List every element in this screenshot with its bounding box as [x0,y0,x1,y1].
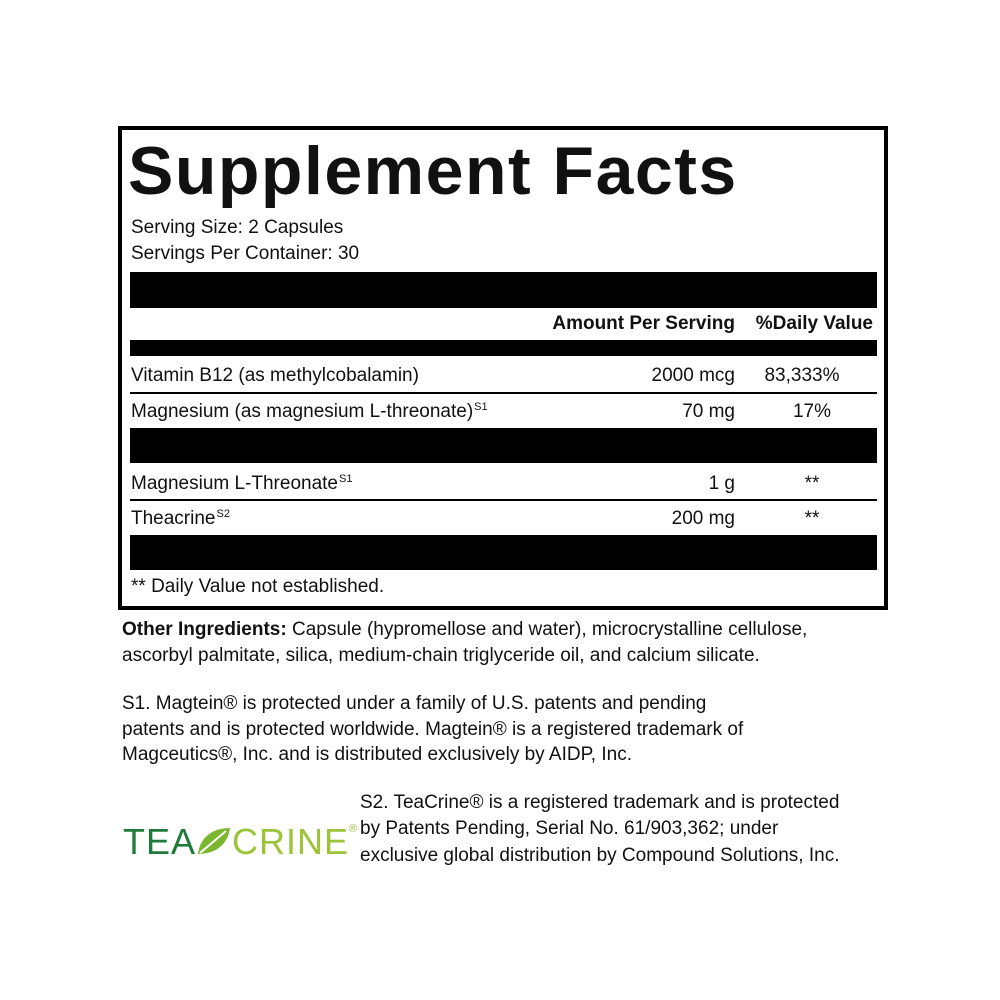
row-name: TheacrineS2 [131,508,230,532]
row-name-text: Theacrine [131,508,216,529]
row-amount: 2000 mcg [651,365,735,386]
superscript: S2 [216,508,230,520]
row-amount: 1 g [708,473,735,494]
logo-text: CRINE [232,821,350,862]
superscript: S1 [339,473,353,485]
row-rule [130,392,877,394]
text-line: S1. Magtein® is protected under a family… [122,693,707,714]
row-name: Magnesium L-ThreonateS1 [131,473,352,497]
label-border [118,126,888,610]
leaf-icon [198,828,231,854]
superscript: S1 [474,401,488,413]
text-line: by Patents Pending, Serial No. 61/903,36… [360,818,779,839]
servings-per-container: Servings Per Container: 30 [131,243,360,264]
black-bar [130,428,877,463]
header-daily-value: %Daily Value [755,313,873,334]
row-name-text: Magnesium (as magnesium L-threonate) [131,401,474,422]
row-name: Magnesium (as magnesium L-threonate)S1 [131,401,488,425]
label-title: Supplement Facts [128,133,738,209]
text-line: Capsule (hypromellose and water), microc… [286,619,808,640]
other-ingredients: Other Ingredients: Capsule (hypromellose… [122,619,807,641]
logo-mark: ® [349,823,359,835]
text-line: exclusive global distribution by Compoun… [360,845,840,866]
serving-size: Serving Size: 2 Capsules [131,217,344,238]
row-rule [130,499,877,501]
row-amount: 200 mg [671,508,735,529]
row-dv: ** [804,508,820,529]
header-amount: Amount Per Serving [552,313,735,334]
row-dv: 83,333% [764,365,840,386]
row-dv: ** [804,473,820,494]
text-line: ascorbyl palmitate, silica, medium-chain… [122,645,760,666]
black-bar [130,535,877,570]
other-ingredients-label: Other Ingredients: [122,619,287,640]
text-line: patents and is protected worldwide. Magt… [122,719,744,740]
footnote: ** Daily Value not established. [131,576,385,597]
black-bar [130,272,877,308]
row-amount: 70 mg [682,401,735,422]
row-name-text: Magnesium L-Threonate [131,473,338,494]
logo-text: TEA [123,821,197,862]
row-name: Vitamin B12 (as methylcobalamin) [131,365,419,386]
row-dv: 17% [792,401,832,422]
text-line: S2. TeaCrine® is a registered trademark … [360,792,840,813]
black-bar [130,340,877,356]
logo: TEA CRINE® [123,809,358,862]
text-line: Magceutics®, Inc. and is distributed exc… [122,744,632,765]
